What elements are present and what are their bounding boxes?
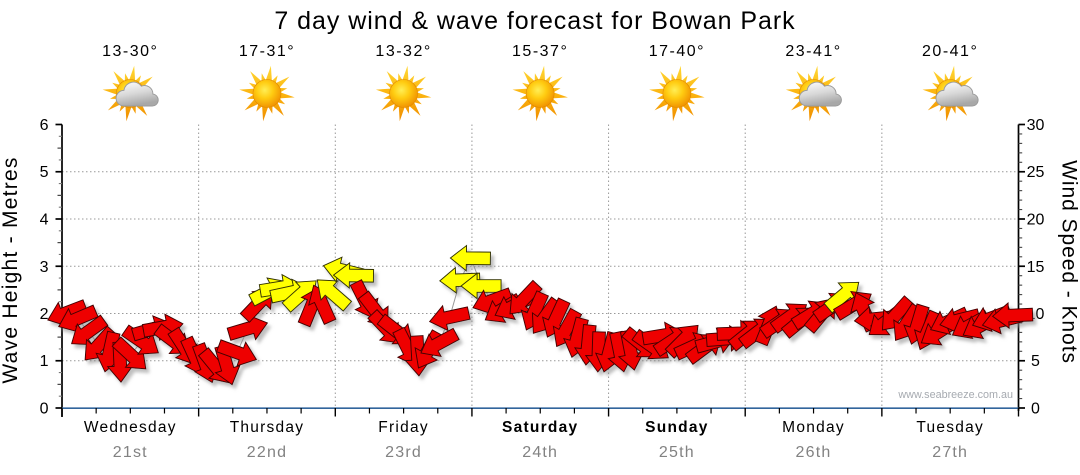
svg-text:4: 4: [40, 212, 49, 229]
svg-text:5: 5: [40, 164, 49, 181]
svg-text:6: 6: [40, 117, 49, 134]
svg-text:20: 20: [1027, 212, 1045, 229]
svg-text:22nd: 22nd: [247, 444, 287, 461]
svg-text:2: 2: [40, 306, 49, 323]
svg-text:Friday: Friday: [378, 419, 429, 436]
svg-text:15: 15: [1027, 259, 1045, 276]
svg-text:Wind Speed - Knots: Wind Speed - Knots: [1058, 160, 1080, 364]
svg-text:Tuesday: Tuesday: [916, 419, 984, 436]
svg-text:23rd: 23rd: [385, 444, 422, 461]
svg-text:Monday: Monday: [782, 419, 845, 436]
svg-text:Wednesday: Wednesday: [84, 419, 177, 436]
svg-text:13-30°: 13-30°: [102, 43, 158, 60]
svg-text:17-31°: 17-31°: [239, 43, 295, 60]
svg-text:24th: 24th: [522, 444, 558, 461]
svg-text:0: 0: [40, 401, 49, 418]
svg-text:30: 30: [1027, 117, 1045, 134]
svg-text:26th: 26th: [796, 444, 832, 461]
svg-text:www.seabreeze.com.au: www.seabreeze.com.au: [897, 389, 1013, 401]
svg-text:23-41°: 23-41°: [785, 43, 841, 60]
svg-text:25: 25: [1027, 164, 1045, 181]
svg-text:5: 5: [1031, 353, 1040, 370]
svg-text:Wave Height - Metres: Wave Height - Metres: [0, 156, 22, 383]
svg-text:0: 0: [1031, 401, 1040, 418]
svg-text:7 day wind & wave forecast for: 7 day wind & wave forecast for Bowan Par…: [274, 7, 795, 35]
svg-text:Sunday: Sunday: [645, 419, 708, 436]
svg-text:15-37°: 15-37°: [512, 43, 568, 60]
svg-text:27th: 27th: [932, 444, 968, 461]
svg-text:3: 3: [40, 259, 49, 276]
svg-text:17-40°: 17-40°: [649, 43, 705, 60]
svg-text:Saturday: Saturday: [502, 419, 578, 436]
svg-text:Thursday: Thursday: [230, 419, 305, 436]
svg-text:13-32°: 13-32°: [375, 43, 431, 60]
svg-text:1: 1: [40, 353, 49, 370]
svg-text:20-41°: 20-41°: [922, 43, 978, 60]
svg-text:21st: 21st: [113, 444, 148, 461]
svg-text:25th: 25th: [659, 444, 695, 461]
